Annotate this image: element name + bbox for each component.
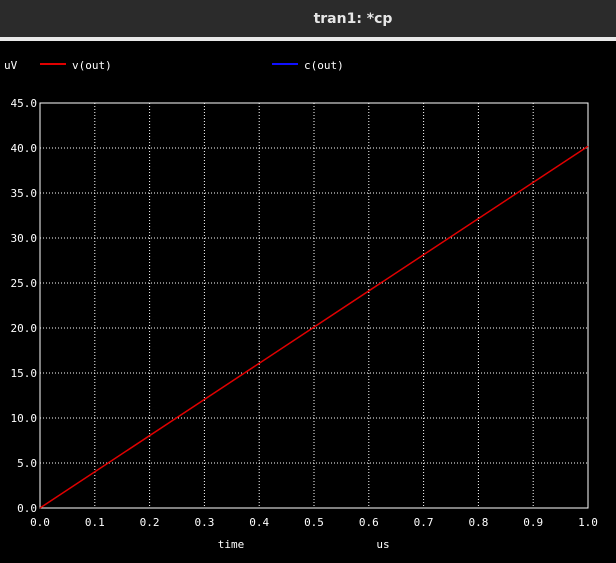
plot-frame	[39, 102, 589, 509]
y-tick-label: 10.0	[11, 412, 38, 425]
x-tick-label: 0.3	[194, 516, 214, 529]
x-tick-label: 0.9	[523, 516, 543, 529]
legend-label-vout: v(out)	[72, 59, 112, 72]
y-axis-unit-label: uV	[4, 59, 18, 72]
x-tick-label: 0.1	[85, 516, 105, 529]
x-axis-unit-label: us	[376, 538, 389, 551]
y-tick-label: 25.0	[11, 277, 38, 290]
x-tick-label: 0.0	[30, 516, 50, 529]
x-tick-label: 0.5	[304, 516, 324, 529]
x-tick-label: 0.4	[249, 516, 269, 529]
y-tick-label: 40.0	[11, 142, 38, 155]
legend-label-cout: c(out)	[304, 59, 344, 72]
x-tick-label: 0.8	[468, 516, 488, 529]
y-tick-label: 20.0	[11, 322, 38, 335]
series-line-vout	[39, 145, 589, 509]
y-tick-label: 5.0	[17, 457, 37, 470]
x-tick-label: 0.6	[359, 516, 379, 529]
x-tick-label: 0.2	[140, 516, 160, 529]
x-tick-label: 1.0	[578, 516, 598, 529]
x-tick-label: 0.7	[414, 516, 434, 529]
y-tick-label: 0.0	[17, 502, 37, 515]
window-titlebar[interactable]: tran1: *cp	[0, 0, 616, 37]
window-title: tran1: *cp	[313, 10, 393, 27]
y-tick-label: 35.0	[11, 187, 38, 200]
line-chart[interactable]: 0.0 0.1 0.2 0.3 0.4 0.5 0.6 0.7 0.8 0.9 1.0 0.0 5.0 1…	[0, 41, 616, 563]
y-tick-label: 45.0	[11, 97, 38, 110]
y-tick-label: 30.0	[11, 232, 38, 245]
titlebar-divider	[0, 37, 616, 41]
y-tick-label: 15.0	[11, 367, 38, 380]
plot-area[interactable]: 0.0 0.1 0.2 0.3 0.4 0.5 0.6 0.7 0.8 0.9 1.0 0.0 5.0 1…	[0, 41, 616, 563]
x-axis-label: time	[218, 538, 245, 551]
